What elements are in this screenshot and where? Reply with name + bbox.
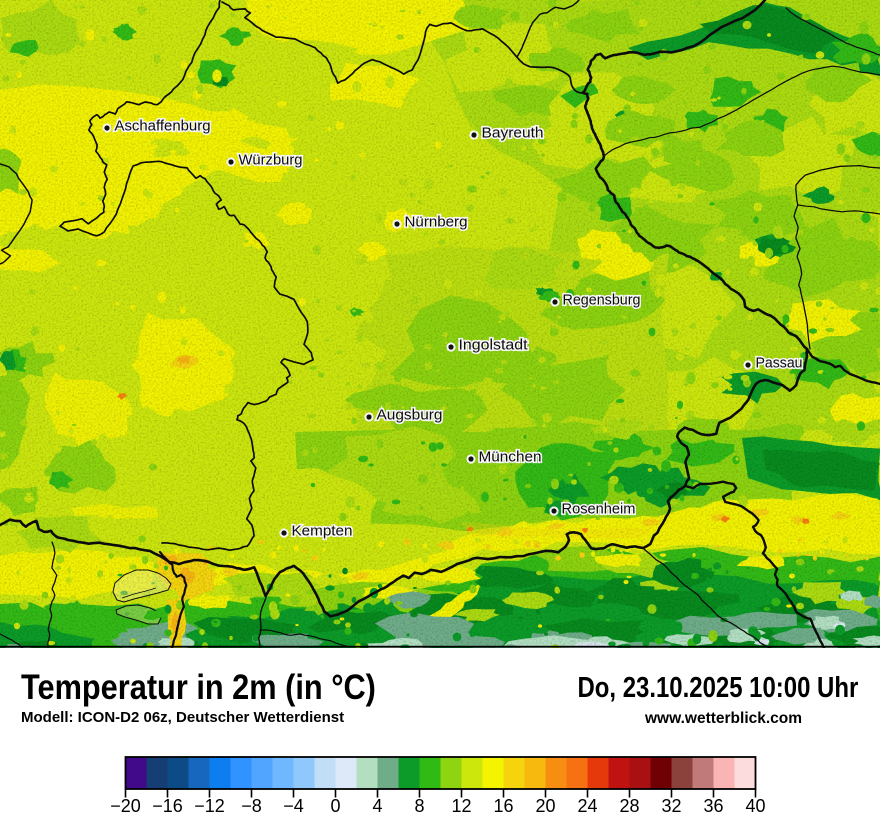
svg-text:20: 20 xyxy=(535,796,555,816)
svg-text:40: 40 xyxy=(745,796,765,816)
svg-text:16: 16 xyxy=(493,796,513,816)
svg-text:−4: −4 xyxy=(283,796,304,816)
svg-text:32: 32 xyxy=(661,796,681,816)
svg-text:12: 12 xyxy=(451,796,471,816)
svg-text:−16: −16 xyxy=(152,796,183,816)
svg-text:−8: −8 xyxy=(241,796,262,816)
svg-text:−20: −20 xyxy=(110,796,141,816)
svg-text:0: 0 xyxy=(330,796,340,816)
svg-text:36: 36 xyxy=(703,796,723,816)
svg-text:28: 28 xyxy=(619,796,639,816)
svg-text:24: 24 xyxy=(577,796,597,816)
svg-text:−12: −12 xyxy=(194,796,225,816)
svg-text:8: 8 xyxy=(414,796,424,816)
svg-text:4: 4 xyxy=(372,796,382,816)
